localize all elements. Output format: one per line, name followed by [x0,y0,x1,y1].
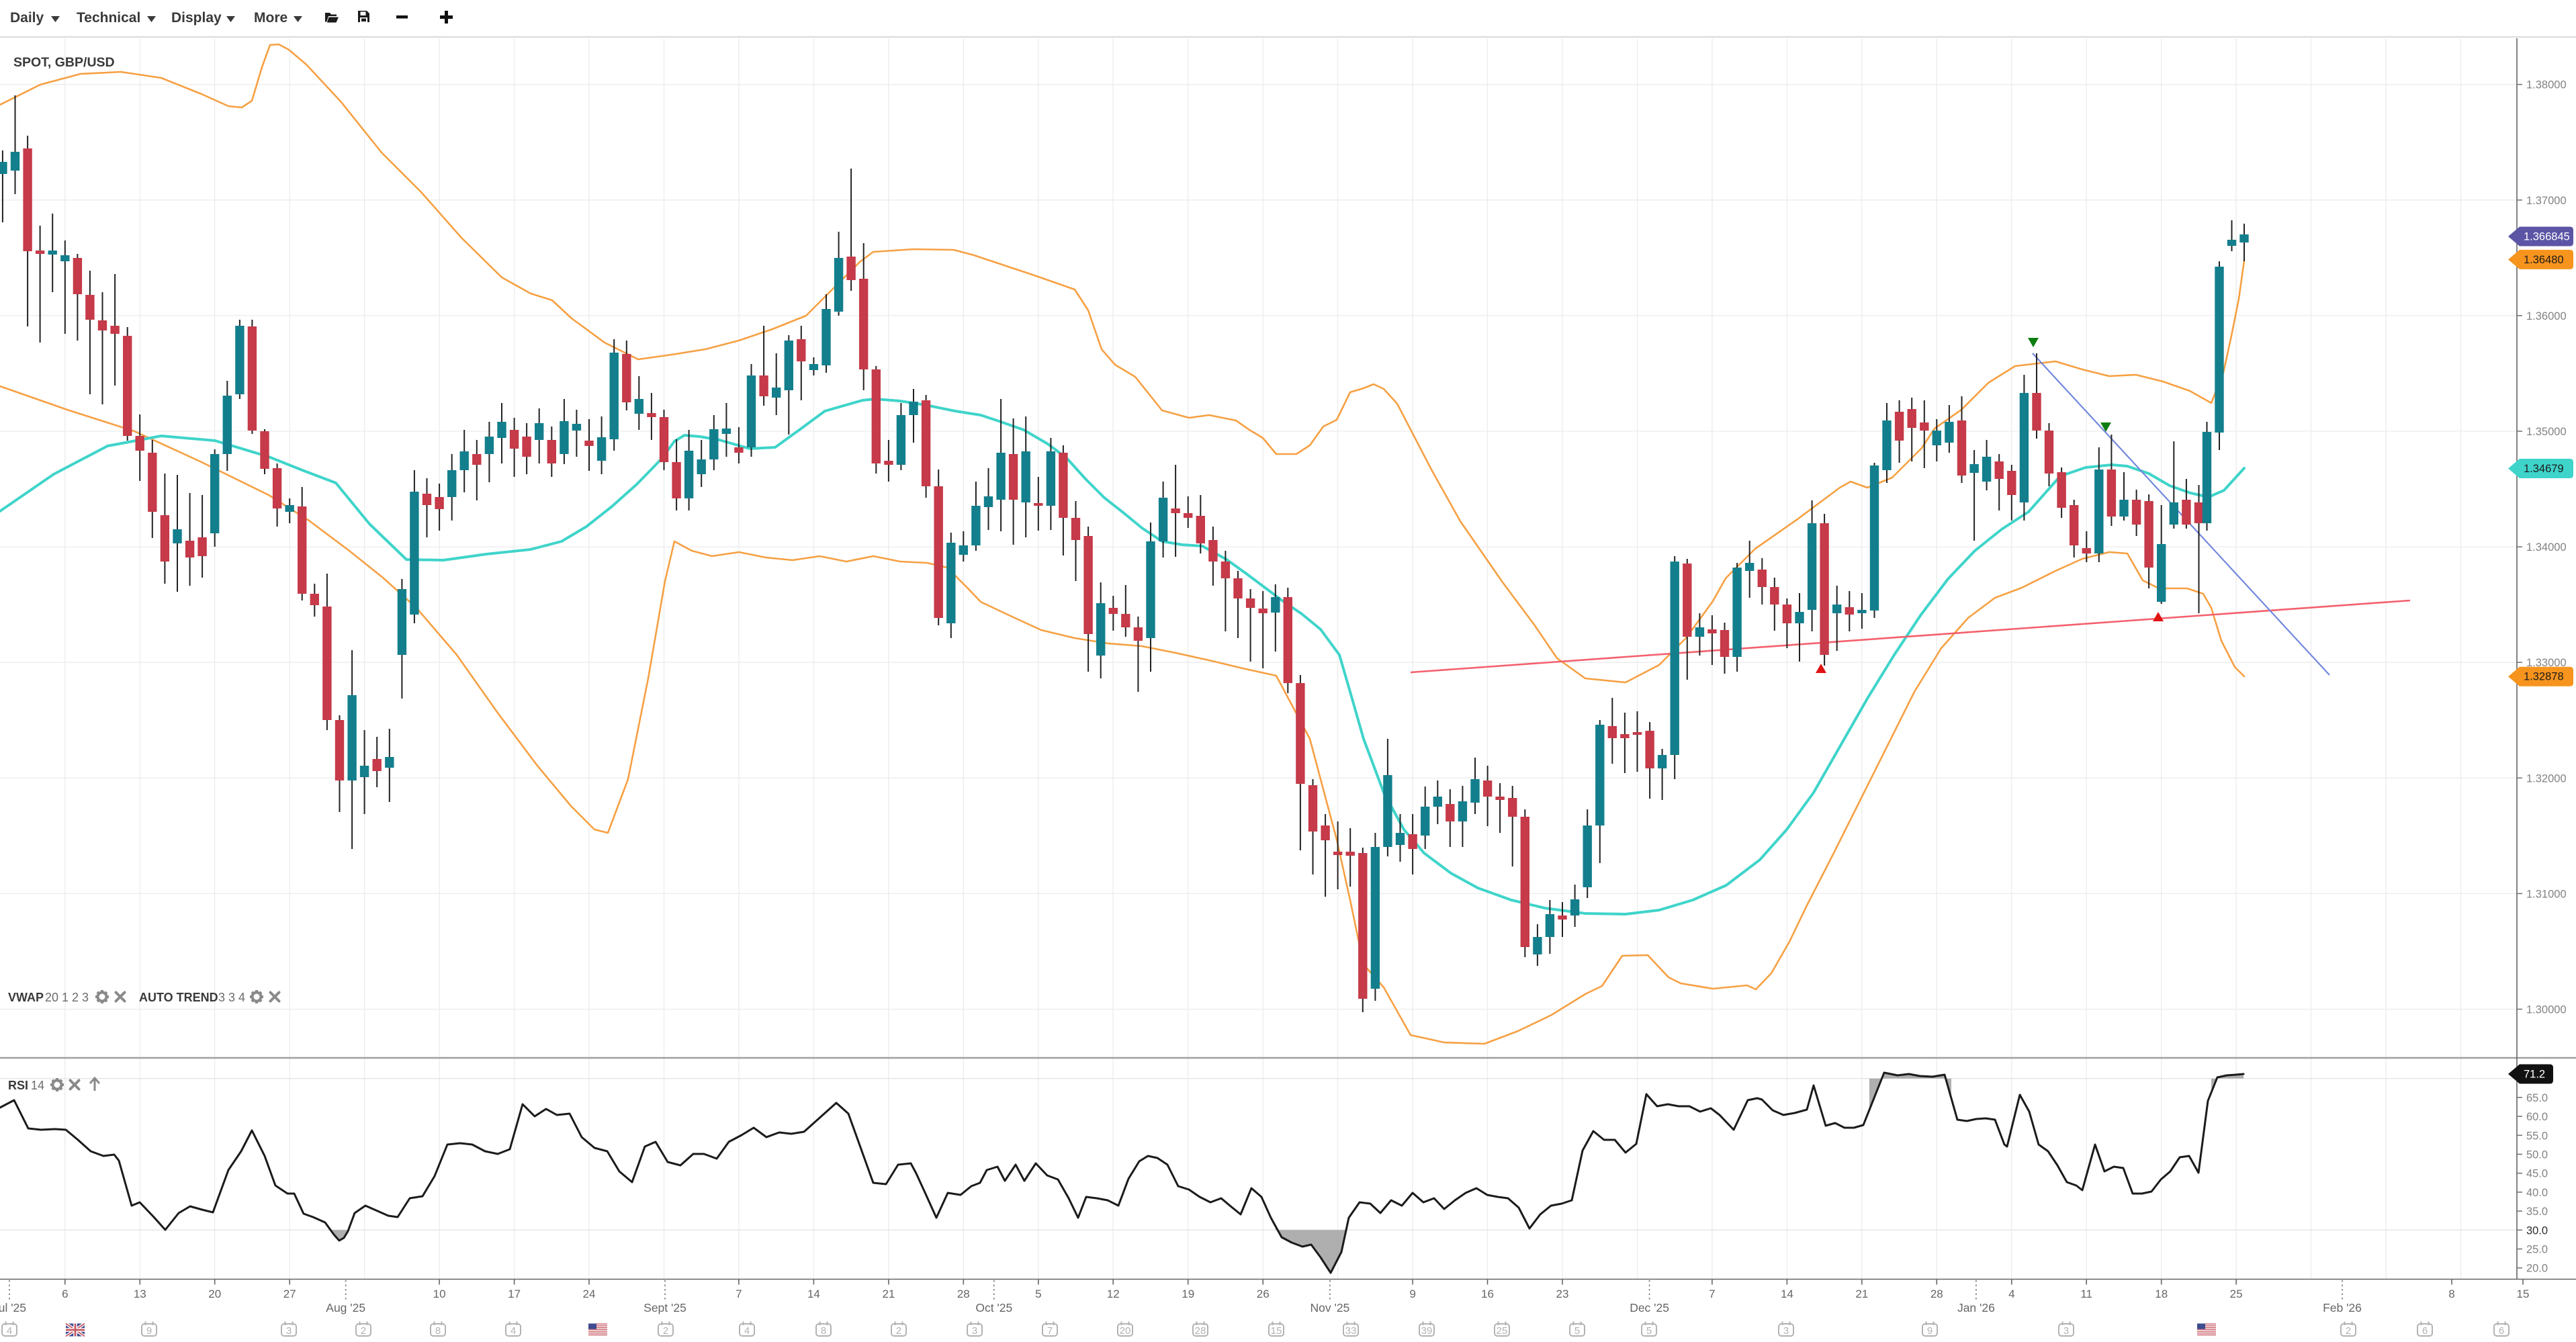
svg-text:6: 6 [2422,1325,2428,1337]
svg-text:1.33000: 1.33000 [2526,657,2567,669]
svg-text:8: 8 [821,1325,826,1337]
svg-text:2: 2 [2346,1325,2351,1337]
svg-text:25: 25 [2230,1288,2243,1300]
svg-text:Jul '25: Jul '25 [0,1301,26,1314]
svg-text:14: 14 [807,1288,820,1300]
svg-text:1.30000: 1.30000 [2526,1004,2567,1016]
svg-text:4: 4 [744,1325,750,1337]
svg-text:1.35000: 1.35000 [2526,426,2567,438]
svg-text:Display: Display [171,10,222,26]
svg-text:60.0: 60.0 [2526,1111,2548,1123]
svg-text:20: 20 [1120,1325,1131,1337]
svg-text:1.366845: 1.366845 [2524,231,2570,243]
svg-text:23: 23 [1556,1288,1569,1300]
svg-text:25.0: 25.0 [2526,1244,2548,1256]
svg-text:3 3 4: 3 3 4 [218,991,245,1004]
svg-text:RSI: RSI [8,1079,28,1092]
svg-text:2: 2 [663,1325,668,1337]
svg-text:3: 3 [2063,1325,2069,1337]
svg-text:AUTO TREND: AUTO TREND [139,991,218,1004]
svg-text:Dec '25: Dec '25 [1630,1301,1669,1314]
svg-text:33: 33 [1345,1325,1357,1337]
svg-text:4: 4 [510,1325,516,1337]
svg-text:8: 8 [435,1325,441,1337]
svg-text:25: 25 [1497,1325,1508,1337]
svg-text:6: 6 [2499,1325,2504,1337]
svg-text:VWAP: VWAP [8,991,44,1004]
svg-text:3: 3 [286,1325,292,1337]
svg-text:65.0: 65.0 [2526,1092,2548,1104]
svg-text:2: 2 [896,1325,901,1337]
svg-text:Nov '25: Nov '25 [1311,1301,1350,1314]
svg-text:1.34679: 1.34679 [2524,463,2564,475]
svg-text:17: 17 [508,1288,521,1300]
svg-text:Oct '25: Oct '25 [975,1301,1012,1314]
svg-text:3: 3 [972,1325,977,1337]
svg-text:1.37000: 1.37000 [2526,195,2567,207]
svg-text:Daily: Daily [10,10,44,26]
svg-text:SPOT, GBP/USD: SPOT, GBP/USD [13,55,115,70]
svg-text:30.0: 30.0 [2526,1224,2548,1237]
svg-text:10: 10 [433,1288,446,1300]
svg-text:12: 12 [1107,1288,1120,1300]
svg-text:3: 3 [1783,1325,1789,1337]
svg-text:15: 15 [1271,1325,1282,1337]
svg-text:1.31000: 1.31000 [2526,888,2567,900]
svg-text:13: 13 [134,1288,146,1300]
svg-text:1.32000: 1.32000 [2526,772,2567,785]
svg-text:6: 6 [62,1288,68,1300]
svg-text:Technical: Technical [77,10,140,26]
svg-text:4: 4 [2008,1288,2014,1300]
svg-text:20.0: 20.0 [2526,1263,2548,1275]
svg-text:40.0: 40.0 [2526,1187,2548,1199]
svg-text:26: 26 [1257,1288,1270,1300]
svg-text:1.36000: 1.36000 [2526,310,2567,322]
svg-text:5: 5 [1574,1325,1580,1337]
svg-text:1.36480: 1.36480 [2524,254,2564,266]
svg-text:14: 14 [31,1079,44,1092]
svg-text:Sept '25: Sept '25 [643,1301,686,1314]
svg-text:Aug '25: Aug '25 [326,1301,365,1314]
svg-text:21: 21 [1855,1288,1868,1300]
svg-text:55.0: 55.0 [2526,1130,2548,1142]
svg-text:20 1 2 3: 20 1 2 3 [45,991,89,1004]
svg-text:8: 8 [2448,1288,2454,1300]
svg-text:28: 28 [1195,1325,1206,1337]
svg-text:5: 5 [1035,1288,1041,1300]
svg-text:More: More [254,10,287,26]
svg-text:11: 11 [2080,1288,2092,1300]
svg-text:Feb '26: Feb '26 [2323,1301,2362,1314]
svg-text:28: 28 [1930,1288,1943,1300]
svg-text:15: 15 [2517,1288,2530,1300]
svg-text:28: 28 [957,1288,970,1300]
svg-text:19: 19 [1182,1288,1194,1300]
svg-text:71.2: 71.2 [2524,1069,2545,1081]
svg-text:5: 5 [1646,1325,1652,1337]
svg-text:1.34000: 1.34000 [2526,541,2567,553]
svg-text:20: 20 [208,1288,221,1300]
svg-text:2: 2 [361,1325,366,1337]
svg-text:16: 16 [1481,1288,1494,1300]
svg-text:1.38000: 1.38000 [2526,79,2567,91]
svg-text:4: 4 [7,1325,12,1337]
svg-text:24: 24 [583,1288,596,1300]
svg-text:18: 18 [2155,1288,2168,1300]
svg-text:7: 7 [1047,1325,1053,1337]
svg-text:45.0: 45.0 [2526,1168,2548,1180]
svg-text:27: 27 [283,1288,296,1300]
svg-text:35.0: 35.0 [2526,1206,2548,1218]
svg-text:9: 9 [1409,1288,1415,1300]
svg-text:7: 7 [1709,1288,1715,1300]
svg-text:7: 7 [736,1288,742,1300]
svg-text:1.32878: 1.32878 [2524,671,2564,683]
svg-text:9: 9 [1927,1325,1933,1337]
svg-text:50.0: 50.0 [2526,1149,2548,1161]
svg-text:9: 9 [146,1325,152,1337]
svg-text:14: 14 [1781,1288,1793,1300]
svg-text:21: 21 [882,1288,895,1300]
svg-text:Jan '26: Jan '26 [1957,1301,1995,1314]
svg-text:39: 39 [1421,1325,1433,1337]
